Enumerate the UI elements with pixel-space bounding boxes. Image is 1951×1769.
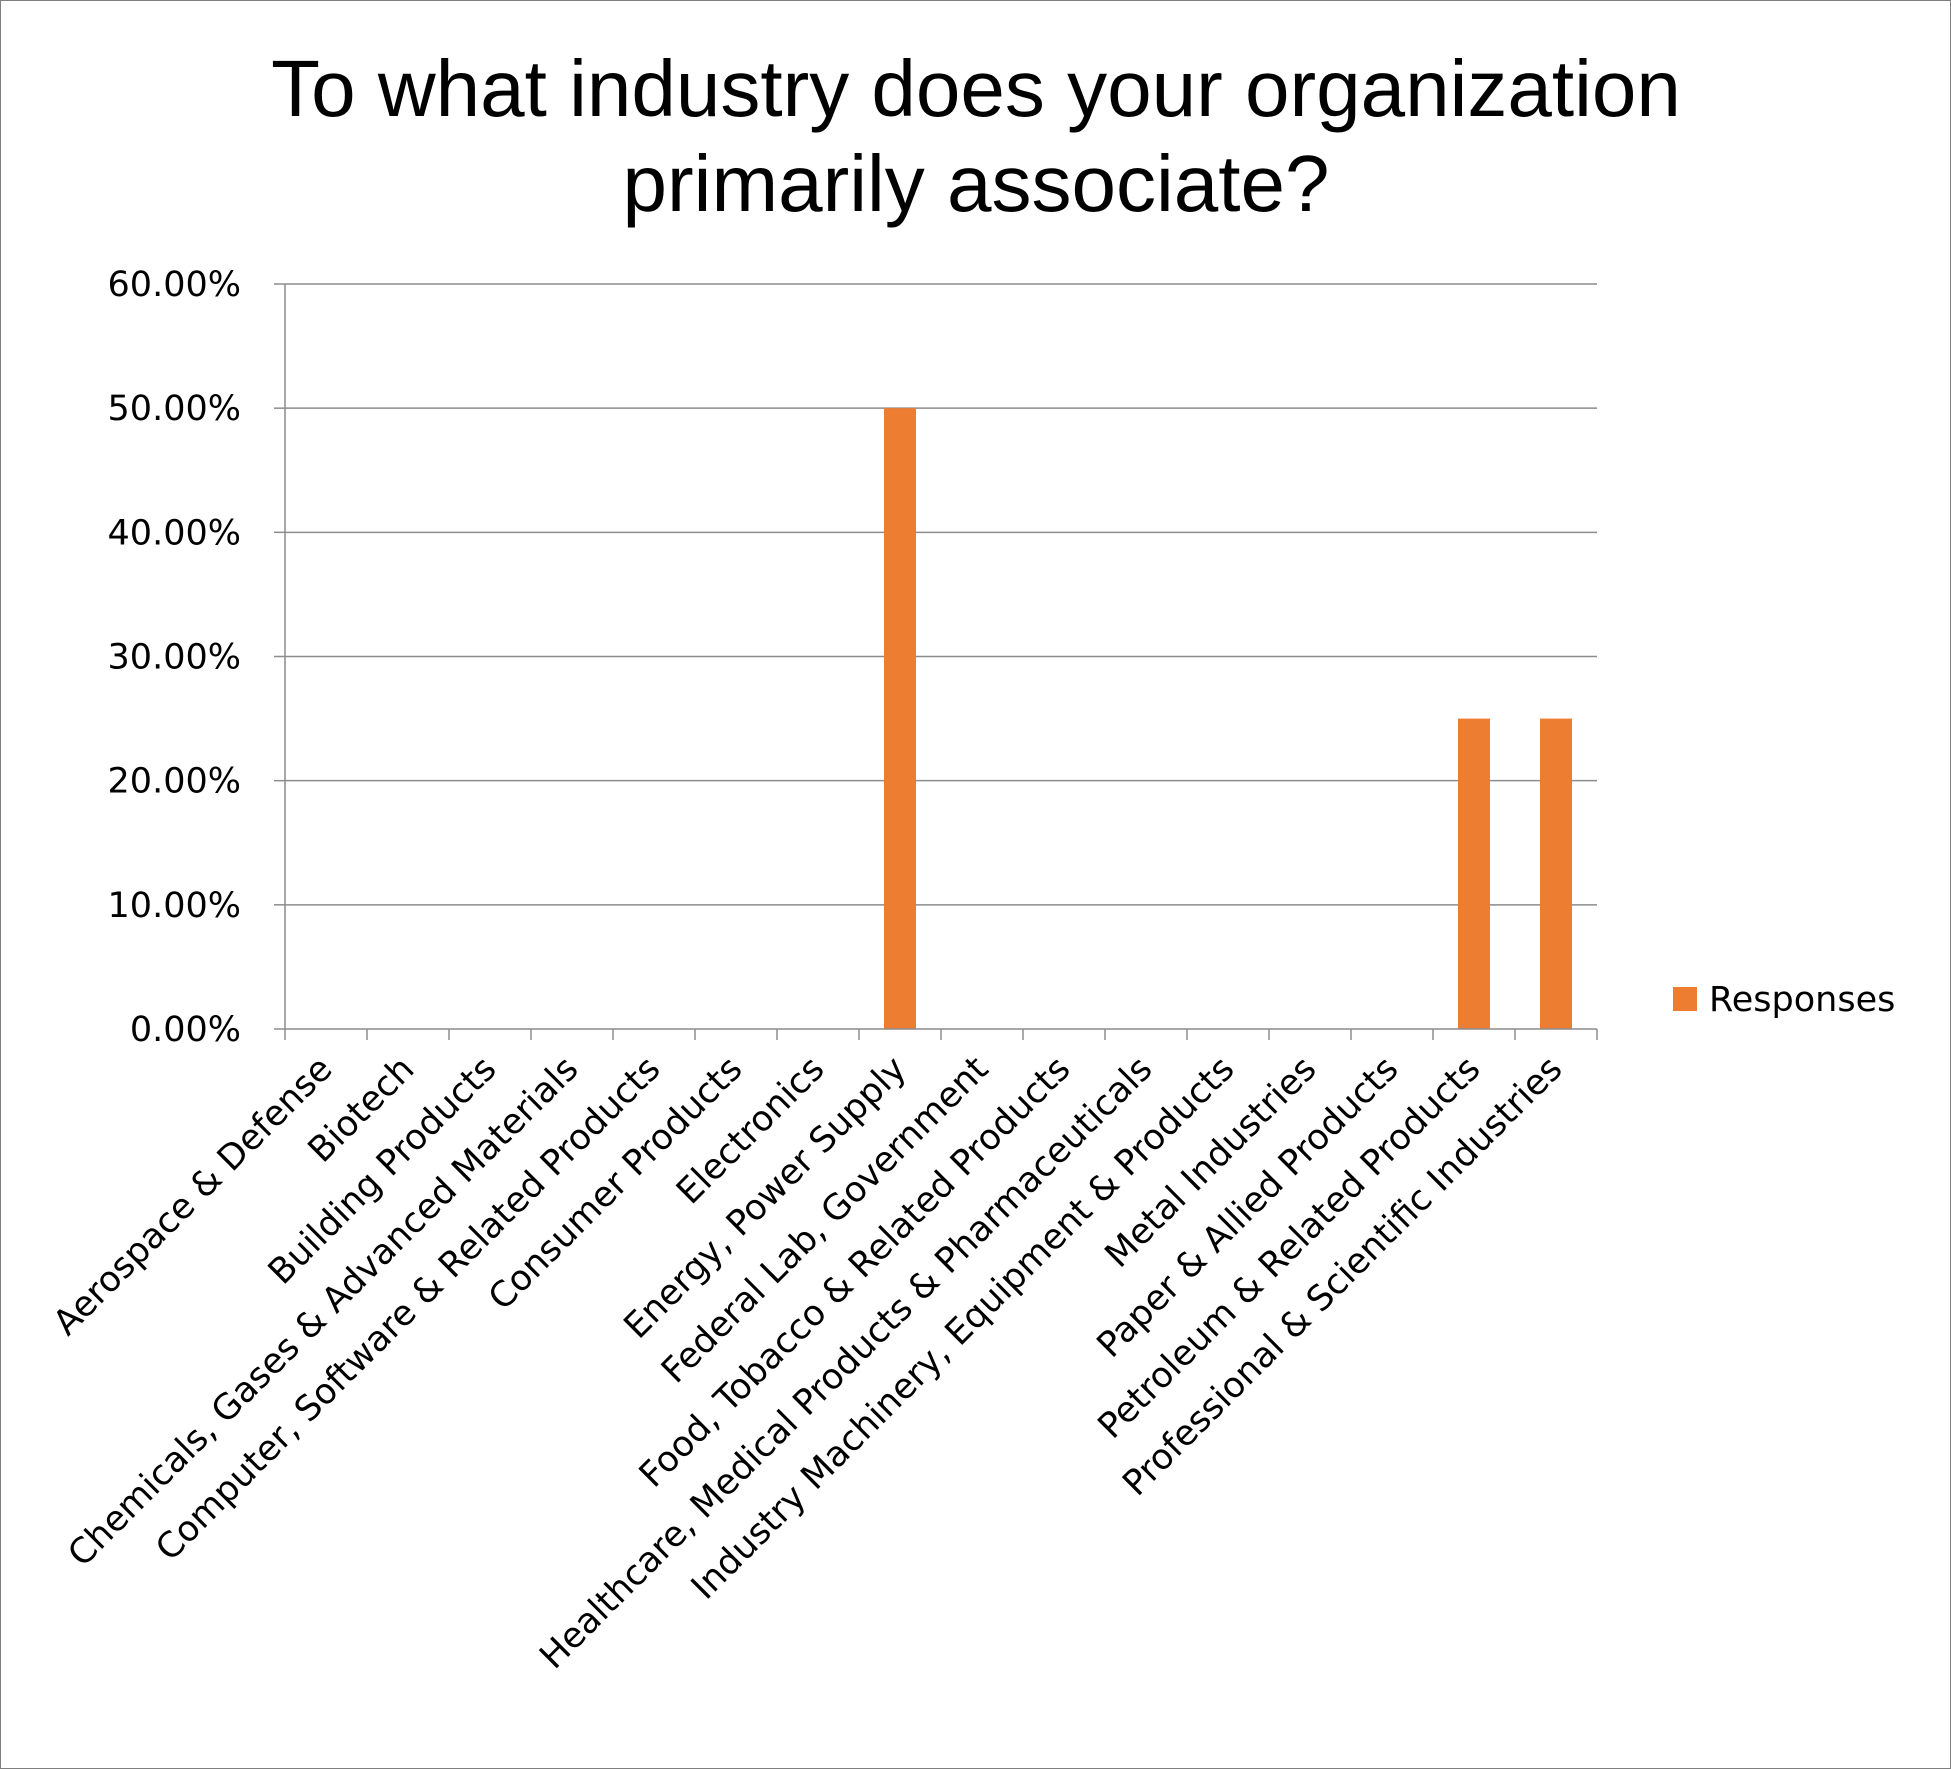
y-tick-label: 0.00% xyxy=(130,1010,241,1050)
x-category-label: Aerospace & Defense xyxy=(46,1049,340,1343)
legend-swatch xyxy=(1673,987,1697,1011)
y-tick-label: 40.00% xyxy=(108,513,241,553)
y-tick-label: 30.00% xyxy=(108,638,241,678)
y-tick-label: 60.00% xyxy=(108,265,241,305)
bar-8 xyxy=(884,408,916,1030)
chart-title-line-2: primarily associate? xyxy=(623,139,1330,228)
bars xyxy=(884,408,1572,1030)
y-tick-label: 20.00% xyxy=(108,762,241,802)
chart-title: To what industry does your organizationp… xyxy=(271,44,1681,228)
y-tick-label: 50.00% xyxy=(108,389,241,429)
bar-15 xyxy=(1458,718,1490,1029)
y-tick-labels: 0.00% 10.00% 20.00% 30.00% 40.00% 50.00% 60.00… xyxy=(108,265,241,1050)
legend: Responses xyxy=(1673,980,1895,1020)
legend-label: Responses xyxy=(1709,980,1895,1020)
axes xyxy=(274,283,1598,1040)
y-tick-label: 10.00% xyxy=(108,886,241,926)
gridlines xyxy=(285,283,1597,906)
bar-16 xyxy=(1540,718,1572,1029)
chart-title-line-1: To what industry does your organization xyxy=(271,44,1681,133)
